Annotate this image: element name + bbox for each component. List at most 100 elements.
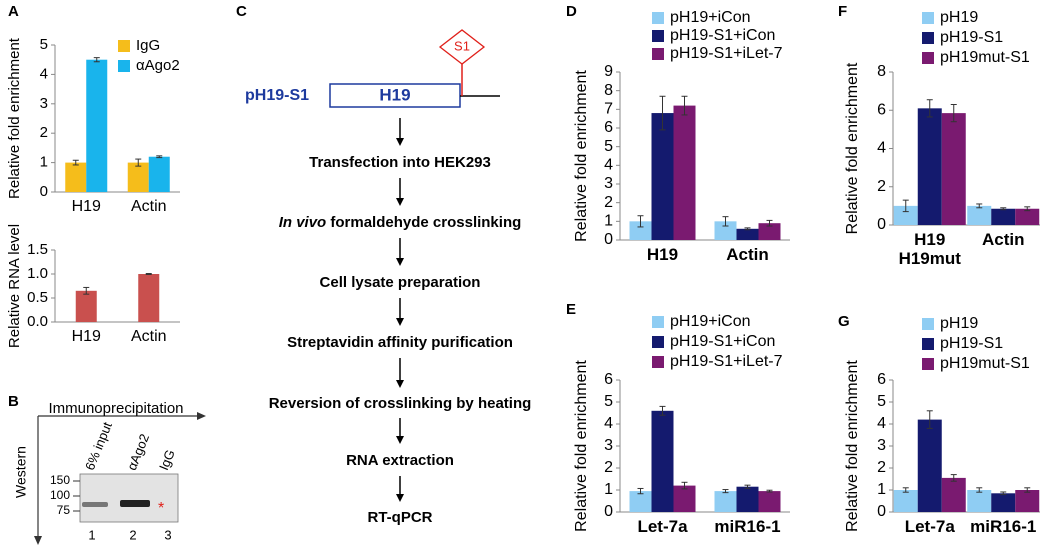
y-tick-label: 0 [40, 183, 48, 200]
legend-label: IgG [136, 37, 160, 54]
error-bar [950, 104, 957, 123]
error-bar [976, 487, 983, 493]
error-bar [659, 95, 666, 131]
bar [967, 490, 992, 512]
step: Streptavidin affinity purification [287, 334, 513, 351]
arrowhead [396, 380, 404, 388]
blot-ylabel: Western [13, 446, 29, 498]
size-marker: 150 [50, 473, 70, 487]
y-axis-label: Relative fold enrichment [6, 37, 23, 199]
bar [651, 113, 674, 240]
error-bar [766, 489, 773, 493]
y-tick-label: 4 [877, 415, 886, 432]
lane-label: 6% input [82, 420, 115, 473]
y-tick-label: 6 [877, 371, 886, 388]
x-tick-label-box: Actin [131, 328, 167, 345]
x-tick-label: H19 [646, 245, 679, 264]
panel-label: E [566, 301, 576, 318]
x-tick-label: miR16-1 [714, 517, 781, 536]
error-bar [926, 410, 933, 429]
legend-label: pH19-S1 [940, 335, 1003, 352]
legend-swatch [922, 12, 934, 24]
error-bar [637, 487, 644, 495]
error-bar [637, 215, 644, 228]
y-tick-label: 0 [604, 231, 613, 248]
arrows [396, 118, 404, 502]
y-tick-label: 1 [877, 481, 886, 498]
panel-label: D [566, 3, 577, 20]
y-tick-label: 0 [877, 216, 886, 233]
x-tick-label: Let-7a [904, 517, 955, 536]
x-tick-label-box: H19 [72, 198, 101, 215]
y-tick-label: 3 [604, 175, 613, 192]
x-tick-label-box: Actin [982, 230, 1025, 249]
y-tick-label: 9 [604, 63, 613, 80]
panel-label: F [838, 3, 847, 20]
error-bar [1024, 487, 1031, 493]
lane-number: 2 [129, 527, 136, 542]
x-tick-label-box: H19 [646, 245, 679, 264]
error-bar [976, 203, 983, 209]
bar [991, 208, 1016, 225]
error-bar [145, 273, 152, 275]
arrowhead [396, 436, 404, 444]
bar [941, 477, 966, 512]
y-axis-label: Relative RNA level [6, 224, 23, 348]
bar [629, 491, 652, 512]
error-bar [744, 484, 751, 489]
legend-label: pH19-S1+iLet-7 [670, 45, 783, 62]
bar [917, 419, 942, 512]
lane-label: IgG [156, 447, 178, 472]
lane-number: 1 [88, 527, 95, 542]
arrowhead [396, 198, 404, 206]
y-tick-label: 4 [604, 415, 613, 432]
site-label: S1 [454, 38, 470, 53]
bar [1015, 208, 1040, 225]
lane-number: 3 [164, 527, 171, 542]
error-bar [1000, 207, 1007, 211]
bar [893, 205, 918, 225]
legend-label: pH19-S1+iCon [670, 333, 775, 350]
y-tick-label: 2 [877, 459, 886, 476]
arrowhead [34, 536, 42, 545]
legend-swatch [652, 336, 664, 348]
legend-swatch [652, 30, 664, 42]
gene-label: H19 [379, 85, 410, 104]
error-bar [722, 216, 729, 227]
y-tick-label: 5 [877, 393, 886, 410]
panel-label: G [838, 313, 850, 330]
panel-label: C [236, 3, 247, 20]
error-bar [659, 405, 666, 416]
error-bar [902, 199, 909, 213]
error-bar [950, 474, 957, 482]
x-tick-label-box: miR16-1 [714, 517, 781, 536]
legend-label: pH19+iCon [670, 313, 751, 330]
error-bar [926, 99, 933, 118]
legend-swatch [652, 12, 664, 24]
band [120, 500, 150, 507]
western-blot: Immunoprecipitation Western * 150 100 75… [13, 400, 206, 545]
error-bar [681, 481, 688, 490]
legend-label: pH19 [940, 315, 978, 332]
step: Reversion of crosslinking by heating [269, 395, 532, 412]
bar [736, 228, 759, 240]
error-bar [83, 286, 90, 295]
y-tick-label: 2 [604, 459, 613, 476]
y-tick-label: 4 [877, 140, 886, 157]
legend-label: pH19-S1+iCon [670, 27, 775, 44]
error-bar [722, 489, 729, 494]
y-tick-label: 0.5 [27, 289, 48, 306]
y-tick-label: 1.5 [27, 241, 48, 258]
error-bar [766, 219, 773, 227]
x-tick-label-box: Let-7a [904, 517, 955, 536]
y-axis-label: Relative fold enrichment [573, 70, 590, 242]
error-bar [902, 487, 909, 493]
arrowhead [396, 258, 404, 266]
x-tick-label: miR16-1 [970, 517, 1037, 536]
x-tick-label: Actin [130, 198, 167, 215]
bar [736, 486, 759, 512]
band [82, 502, 108, 507]
bar [941, 113, 966, 225]
error-bar [156, 155, 163, 159]
error-bar [135, 158, 142, 167]
